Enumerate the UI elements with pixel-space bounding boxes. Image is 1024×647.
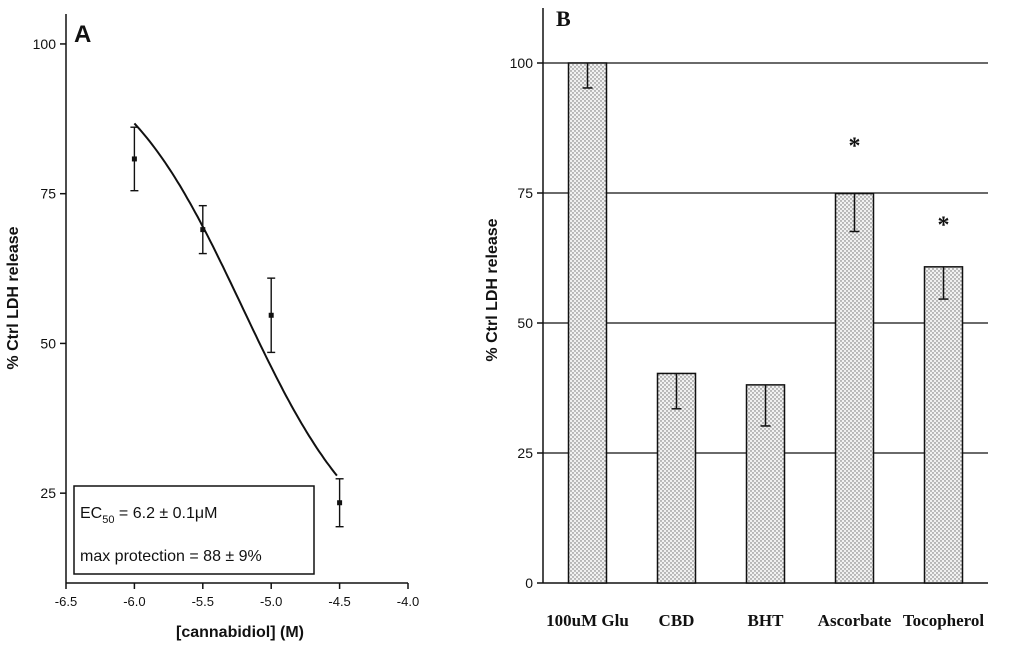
panel-a-axes bbox=[65, 14, 408, 584]
category-label: CBD bbox=[659, 611, 695, 630]
panel-b-y-tick-label: 0 bbox=[525, 575, 533, 591]
panel-b-y-tick-label: 50 bbox=[517, 315, 533, 331]
panel-a-x-axis-label: [cannabidiol] (M) bbox=[176, 624, 304, 641]
panel-a-data-point bbox=[268, 312, 274, 318]
panel-a-fit-curve bbox=[133, 122, 338, 477]
category-label: 100uM Glu bbox=[546, 611, 629, 630]
category-label: Ascorbate bbox=[818, 611, 892, 630]
panel-a-data-points bbox=[130, 126, 344, 528]
panel-b-label: B bbox=[556, 6, 571, 31]
bar-0 bbox=[567, 62, 608, 584]
ec50-value: = 6.2 ± 0.1μM bbox=[114, 505, 217, 522]
significance-marker: * bbox=[938, 213, 950, 239]
panel-a-data-point bbox=[200, 227, 206, 233]
panel-b-y-axis-label: % Ctrl LDH release bbox=[484, 218, 501, 361]
panel-b-y-tick-label: 100 bbox=[510, 55, 534, 71]
bar-4 bbox=[923, 266, 964, 584]
ec50-subscript: 50 bbox=[102, 514, 114, 526]
panel-b-y-tick-label: 75 bbox=[517, 185, 533, 201]
panel-a-fit-line bbox=[133, 122, 338, 477]
panel-a-y-tick-label: 75 bbox=[40, 186, 56, 202]
panel-a-y-axis-label: % Ctrl LDH release bbox=[5, 226, 22, 369]
ec50-prefix: EC bbox=[80, 505, 102, 522]
panel-a-data-point bbox=[337, 500, 343, 506]
max-protection-annotation: max protection = 88 ± 9% bbox=[80, 548, 262, 565]
panel-a-ticks: 25 50 75 100 -6.5 -6.0 -5.5 -5.0 -4.5 -4.0 bbox=[33, 36, 420, 609]
significance-marker: * bbox=[849, 134, 861, 160]
category-label: Tocopherol bbox=[903, 611, 985, 630]
panel-b-category-labels: 100uM Glu CBD BHT Ascorbate Tocopherol bbox=[546, 611, 984, 630]
panel-a-x-tick-label: -6.5 bbox=[55, 594, 77, 609]
panel-a: A % Ctrl LDH release [cannabidiol] (M) 2… bbox=[5, 14, 419, 641]
bar-3 bbox=[834, 192, 875, 584]
panel-a-x-tick-label: -4.0 bbox=[397, 594, 419, 609]
panel-a-label: A bbox=[74, 21, 91, 48]
panel-b-ticks: 0 25 50 75 100 bbox=[510, 55, 543, 591]
panel-a-x-tick-label: -5.0 bbox=[260, 594, 282, 609]
ec50-annotation: EC50 = 6.2 ± 0.1μM bbox=[80, 505, 217, 526]
panel-a-y-tick-label: 100 bbox=[33, 36, 57, 52]
panel-a-data-point bbox=[131, 156, 137, 162]
panel-b-y-tick-label: 25 bbox=[517, 445, 533, 461]
panel-a-y-tick-label: 50 bbox=[40, 335, 56, 351]
panel-b-bars: ** bbox=[567, 62, 964, 584]
panel-a-x-tick-label: -5.5 bbox=[192, 594, 214, 609]
panel-a-x-tick-label: -4.5 bbox=[328, 594, 350, 609]
panel-a-y-tick-label: 25 bbox=[40, 485, 56, 501]
panel-a-x-tick-label: -6.0 bbox=[123, 594, 145, 609]
panel-a-annotation-box: EC50 = 6.2 ± 0.1μM max protection = 88 ±… bbox=[73, 485, 315, 575]
category-label: BHT bbox=[748, 611, 785, 630]
